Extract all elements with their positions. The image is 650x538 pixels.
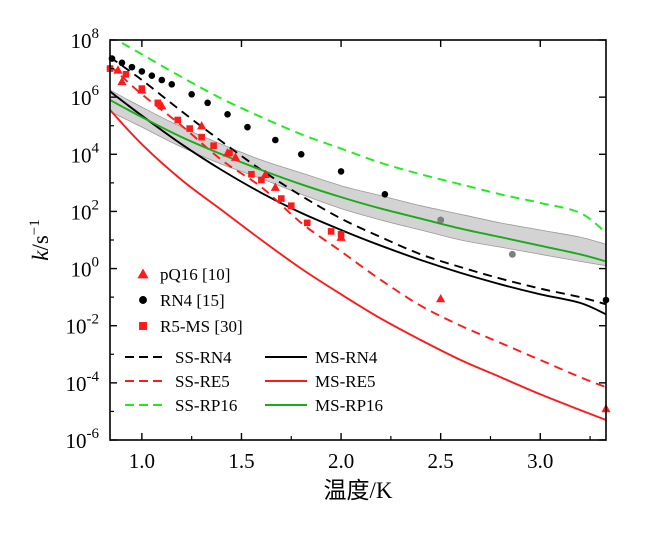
- data-point-square: [248, 170, 255, 178]
- data-point-square: [278, 195, 285, 202]
- y-tick-exponent: 4: [92, 140, 100, 156]
- legend-label: SS-RN4: [175, 348, 232, 367]
- data-point-triangle: [113, 65, 123, 74]
- y-tick-exponent: 2: [92, 197, 100, 213]
- series-line-ms-re5: [110, 109, 606, 421]
- x-tick-label: 1.5: [228, 449, 254, 473]
- data-point-square: [174, 116, 182, 124]
- uncertainty-band: [110, 89, 606, 267]
- y-tick-base: 10: [71, 258, 92, 282]
- legend-marker-circle: [139, 296, 147, 304]
- data-point-square: [258, 176, 265, 184]
- y-tick-base: 10: [71, 86, 92, 110]
- x-tick-label: 1.0: [129, 449, 155, 473]
- data-point-square: [226, 149, 233, 157]
- data-point-triangle: [270, 182, 280, 191]
- y-tick-exponent: 0: [92, 255, 100, 271]
- data-point-circle: [337, 168, 345, 175]
- x-tick-label: 2.0: [328, 449, 354, 473]
- legend-label: SS-RP16: [175, 396, 237, 415]
- data-point-circle: [158, 76, 166, 84]
- data-point-circle: [148, 72, 156, 80]
- data-point-circle: [272, 136, 279, 144]
- data-point-square: [186, 125, 193, 132]
- legend-label: R5-MS [30]: [160, 317, 243, 336]
- data-point-triangle: [436, 293, 446, 303]
- data-point-triangle: [117, 76, 127, 86]
- y-tick-base: 10: [71, 200, 92, 224]
- legend-label: MS-RN4: [315, 348, 378, 367]
- y-axis-label: k/s−1: [27, 219, 53, 261]
- y-tick-label: 106: [71, 83, 100, 110]
- y-tick-exponent: 6: [92, 83, 100, 99]
- legend-label: pQ16 [10]: [160, 265, 230, 284]
- data-point-square: [198, 133, 205, 141]
- y-tick-base: 10: [71, 29, 92, 53]
- y-tick-label: 10-6: [66, 426, 100, 453]
- data-point-triangle: [260, 169, 270, 178]
- x-tick-label: 3.0: [527, 449, 553, 473]
- data-point-gray: [509, 250, 516, 258]
- data-point-square: [138, 85, 146, 92]
- y-tick-base: 10: [71, 143, 92, 167]
- series-line-ms-rp16: [110, 99, 606, 263]
- data-point-square: [122, 70, 130, 78]
- legend-label: SS-RE5: [175, 372, 230, 391]
- uncertainty-band-layer: [110, 89, 606, 267]
- legend-marker-square: [139, 322, 147, 330]
- series-line-ss-re5: [110, 64, 606, 388]
- y-tick-label: 104: [71, 140, 100, 167]
- y-tick-label: 102: [71, 197, 100, 224]
- data-point-square: [210, 142, 217, 150]
- data-point-square: [303, 219, 311, 227]
- y-tick-label: 100: [71, 255, 100, 282]
- data-point-gray: [437, 216, 444, 224]
- data-point-circle: [204, 99, 211, 107]
- series-line-ss-rn4: [110, 56, 606, 306]
- y-tick-base: 10: [66, 315, 87, 339]
- y-tick-label: 108: [71, 26, 100, 53]
- legend-marker-triangle: [137, 268, 149, 279]
- legend-label: RN4 [15]: [160, 291, 225, 310]
- legend-label: MS-RE5: [315, 372, 375, 391]
- y-tick-label: 10-4: [66, 369, 100, 396]
- y-tick-exponent: -4: [87, 369, 100, 385]
- data-point-circle: [381, 190, 389, 198]
- data-point-circle: [168, 80, 176, 88]
- y-tick-exponent: 8: [92, 26, 100, 42]
- data-point-triangle: [230, 152, 241, 161]
- y-tick-exponent: -2: [87, 312, 100, 328]
- y-tick-base: 10: [66, 429, 87, 453]
- data-point-circle: [297, 150, 305, 158]
- data-point-circle: [138, 68, 146, 75]
- data-point-circle: [128, 63, 136, 71]
- legend-experimental: pQ16 [10] RN4 [15] R5-MS [30]: [137, 265, 243, 336]
- data-point-circle: [224, 110, 231, 118]
- data-point-triangle: [157, 101, 167, 110]
- y-tick-label: 10-2: [66, 312, 100, 339]
- series-lines-layer: [110, 42, 606, 421]
- y-tick-exponent: -6: [87, 426, 100, 442]
- data-point-triangle: [197, 121, 207, 130]
- data-point-circle: [244, 123, 251, 131]
- y-axis-label-symbol: k: [28, 250, 53, 261]
- y-axis-label-unit: /s: [28, 235, 53, 250]
- data-point-square: [154, 99, 162, 107]
- x-axis-label: 温度/K: [324, 478, 393, 503]
- y-axis-label-exponent: −1: [27, 219, 43, 235]
- axis-ticks-layer: 1.0 1.5 2.0 2.5 3.010810610410210010-210-410…: [66, 26, 606, 473]
- data-point-circle: [188, 90, 195, 98]
- data-point-square: [287, 202, 295, 210]
- x-tick-label: 2.5: [428, 449, 454, 473]
- data-point-circle: [118, 59, 126, 67]
- data-point-square: [337, 230, 345, 238]
- y-tick-base: 10: [66, 372, 87, 396]
- series-line-ms-rn4: [110, 90, 606, 316]
- data-point-square: [327, 228, 335, 235]
- legend-label: MS-RP16: [315, 396, 383, 415]
- legend-models: SS-RN4 MS-RN4 SS-RE5 MS-RE5 SS-RP16 MS-RP16: [125, 348, 383, 415]
